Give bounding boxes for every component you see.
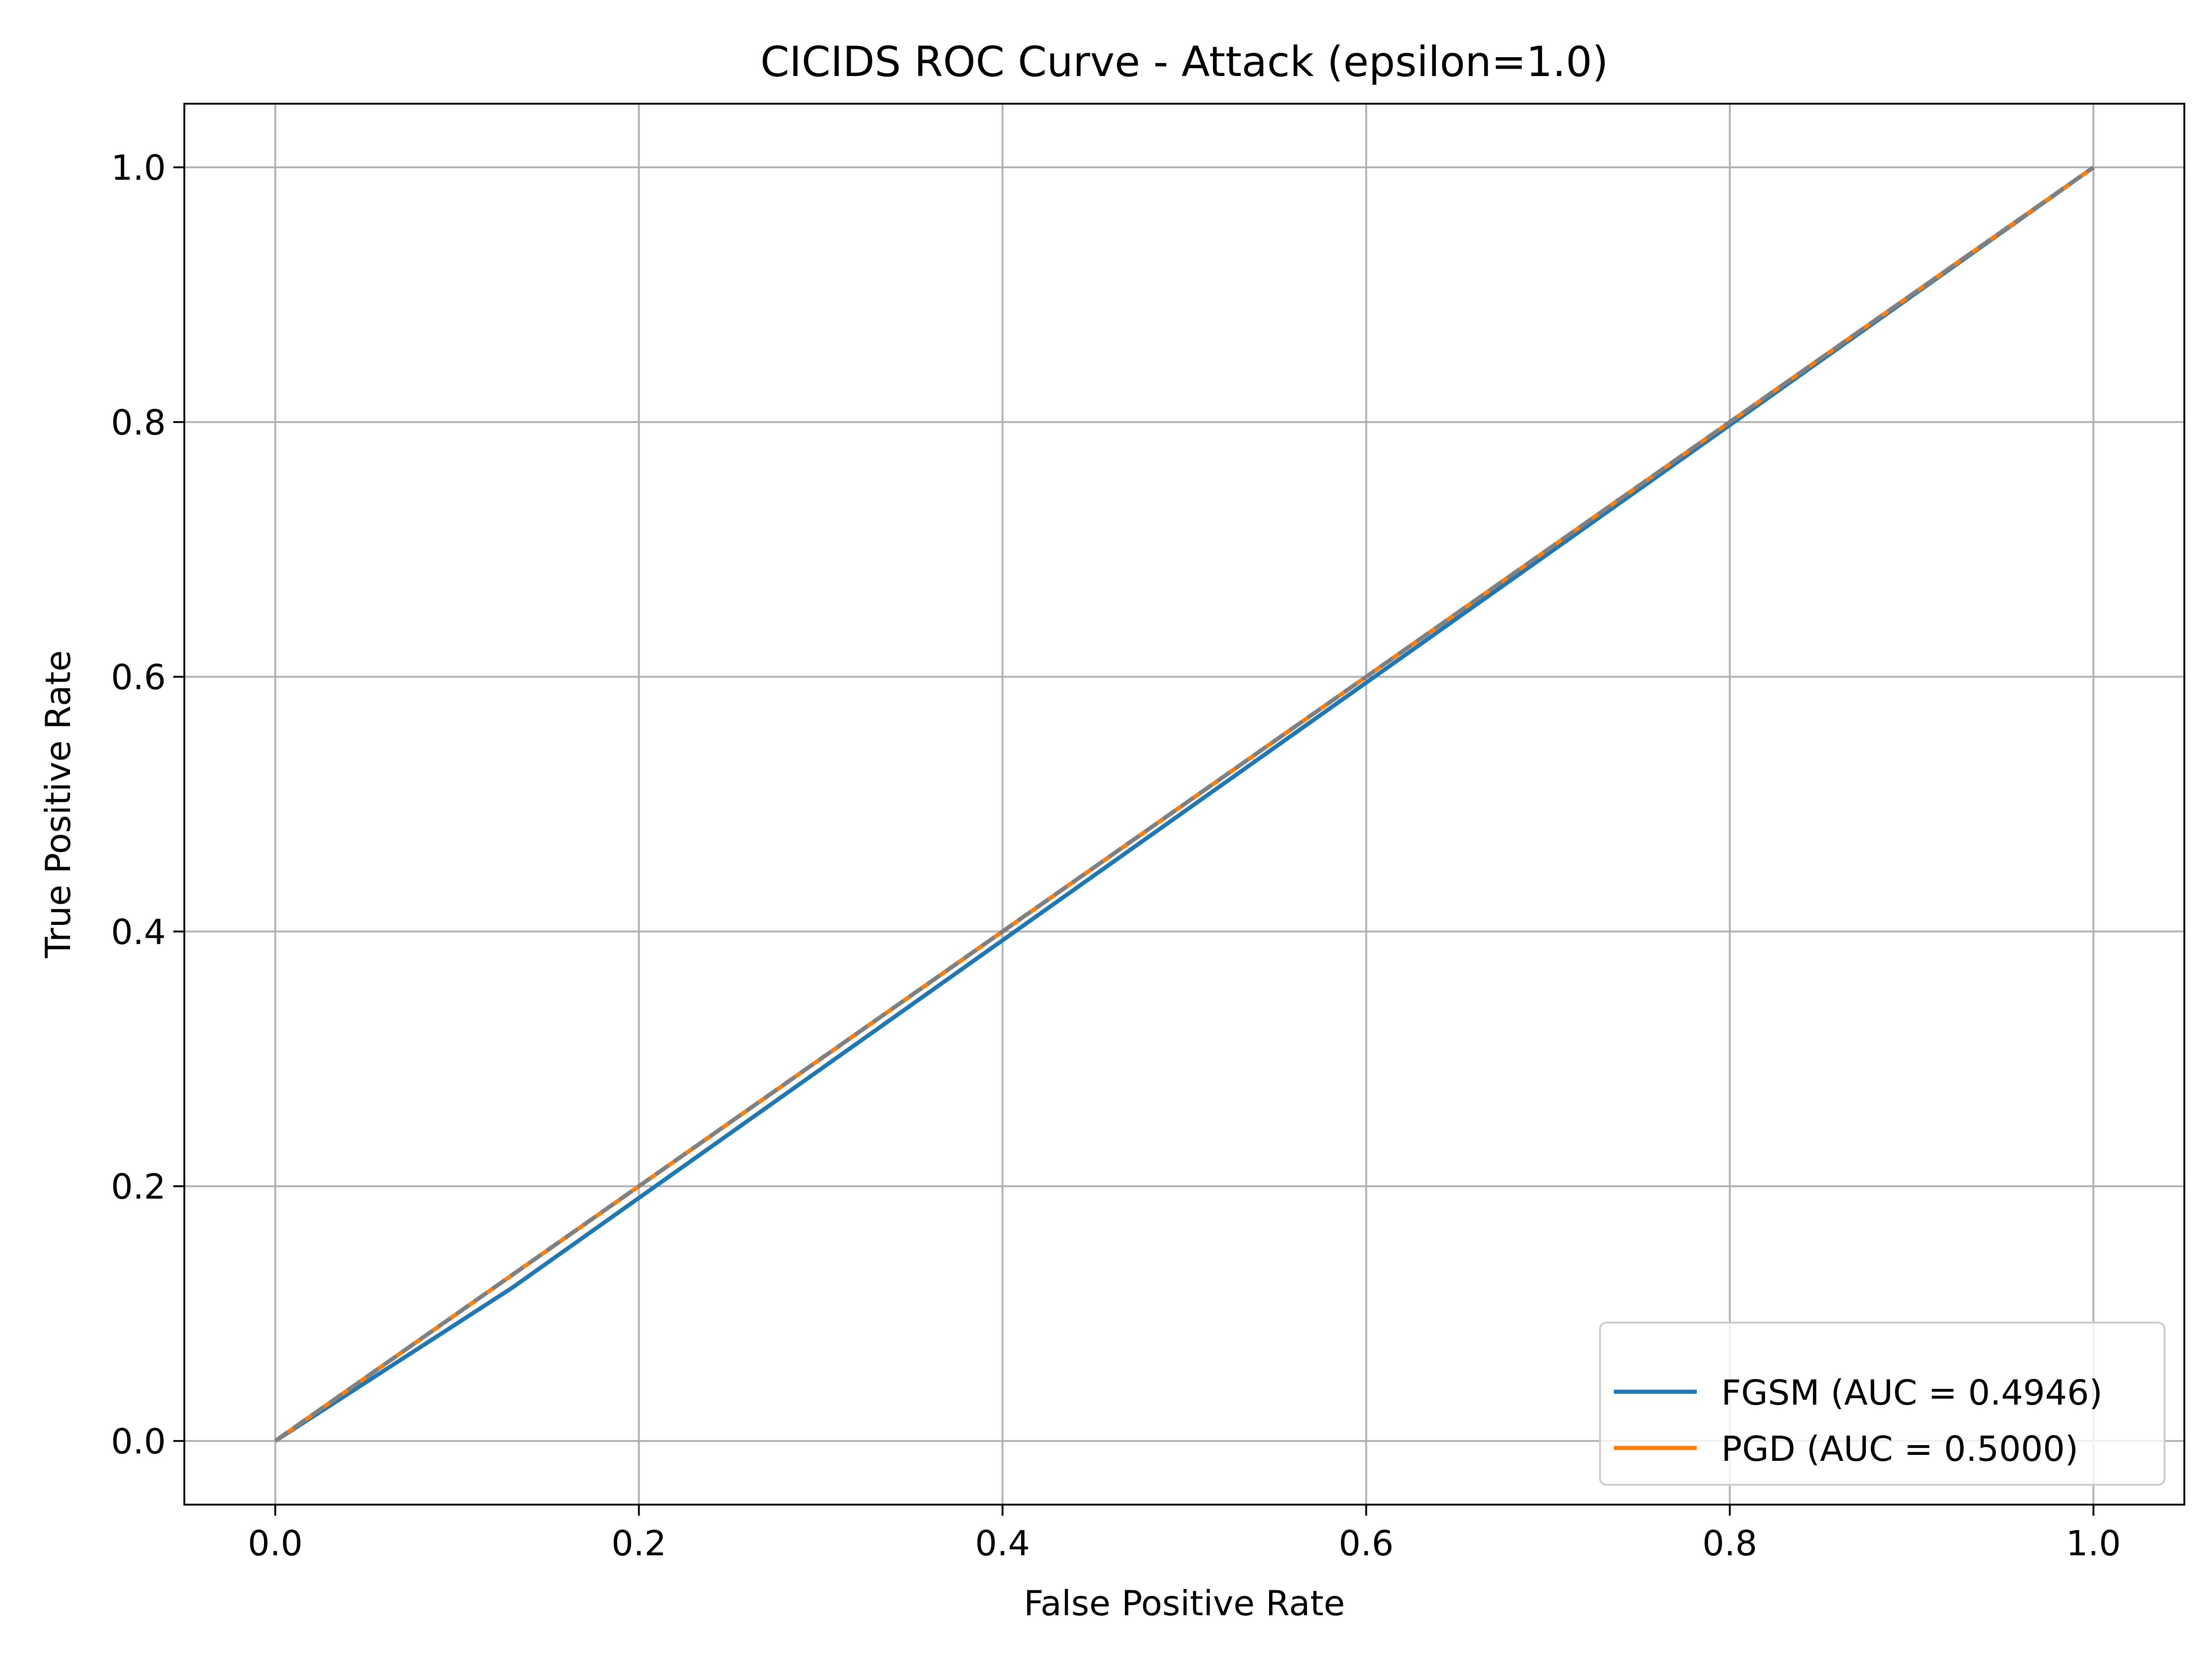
plot-frame [183,103,2185,1506]
x-tick-label: 1.0 [2066,1523,2121,1564]
chart-title: CICIDS ROC Curve - Attack (epsilon=1.0) [760,38,1608,86]
y-tick-label: 0.4 [111,912,166,952]
legend-label-fgsm: FGSM (AUC = 0.4946) [1721,1372,2102,1413]
y-tick-label: 0.2 [111,1166,166,1207]
legend: FGSM (AUC = 0.4946) PGD (AUC = 0.5000) [1599,1322,2165,1486]
series-line-fgsm [274,165,2095,1443]
x-tick-label: 0.2 [612,1523,666,1564]
ticks: 0.0 0.2 0.4 0.6 0.8 1.0 0.0 0.2 0.4 0.6 0.8 1.0 [111,147,2121,1564]
y-axis-label: True Positive Rate [38,650,78,959]
y-tick-label: 0.8 [111,402,166,443]
series-layer [274,165,2095,1443]
x-tick-label: 0.4 [975,1523,1030,1564]
x-tick-label: 0.6 [1339,1523,1394,1564]
y-tick-label: 0.0 [111,1421,166,1462]
x-tick-label: 0.0 [248,1523,303,1564]
y-tick-label: 0.6 [111,657,166,698]
reference-diagonal-line [274,165,2095,1443]
x-tick-label: 0.8 [1702,1523,1757,1564]
legend-box [1599,1322,2165,1486]
legend-label-pgd: PGD (AUC = 0.5000) [1721,1429,2078,1469]
x-axis-label: False Positive Rate [1024,1583,1345,1624]
y-tick-label: 1.0 [111,147,166,188]
